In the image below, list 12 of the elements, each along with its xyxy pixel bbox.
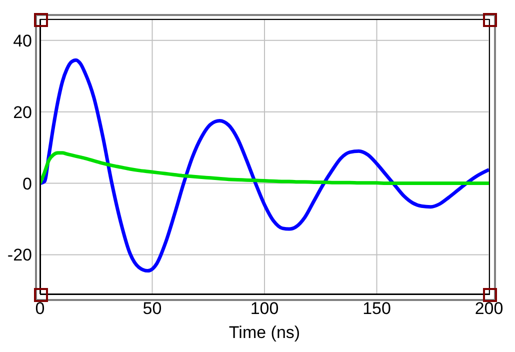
x-tick-label: 0 (35, 299, 45, 318)
y-tick-label: 40 (13, 31, 32, 50)
x-tick-label: 150 (362, 299, 391, 318)
line-series (40, 151, 489, 186)
x-tick-label: 50 (142, 299, 162, 318)
y-tick-label: 20 (13, 102, 32, 122)
y-tick-label: 0 (22, 174, 32, 194)
x-axis-title: Time (ns) (228, 323, 300, 342)
line-series (40, 58, 489, 273)
x-tick-label: 200 (474, 299, 504, 318)
y-tick-label: -20 (7, 246, 32, 265)
x-tick-label: 100 (250, 299, 279, 318)
